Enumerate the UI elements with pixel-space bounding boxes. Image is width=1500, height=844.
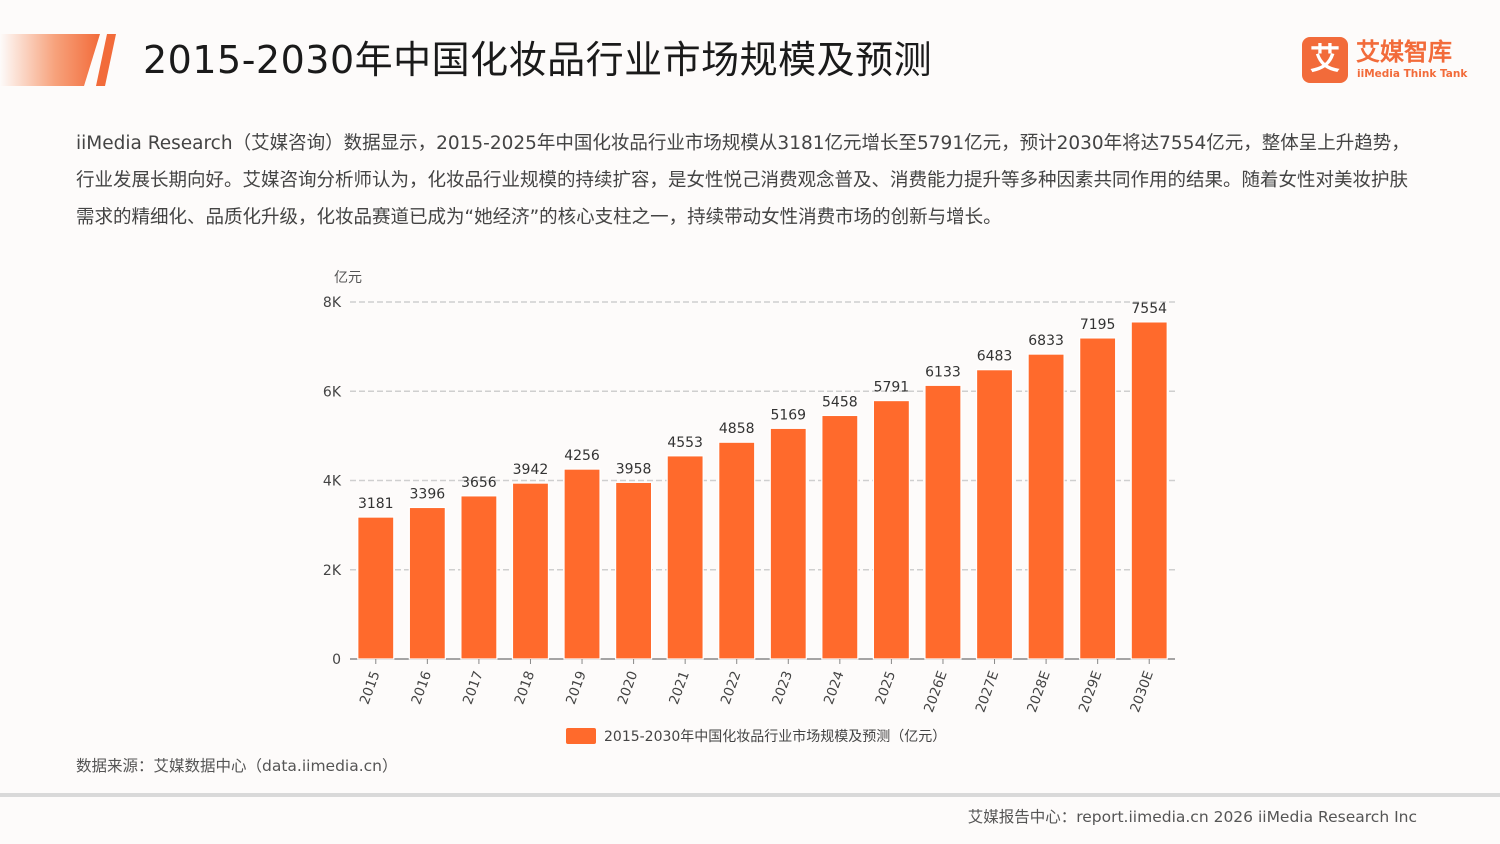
bar	[769, 427, 807, 660]
x-tick-label: 2024	[821, 669, 848, 707]
data-label: 5458	[822, 394, 858, 410]
x-tick-label: 2021	[666, 669, 693, 707]
data-label: 5169	[770, 407, 806, 423]
data-label: 6483	[977, 349, 1013, 365]
bar	[666, 455, 704, 660]
page-title: 2015-2030年中国化妆品行业市场规模及预测	[143, 38, 933, 82]
data-label: 4553	[667, 435, 703, 451]
x-tick-label: 2022	[718, 669, 745, 707]
brand-logo: 艾 艾媒智库 iiMedia Think Tank	[1302, 37, 1467, 83]
logo-name: 艾媒智库	[1356, 38, 1452, 66]
bar	[563, 468, 601, 660]
bar	[872, 399, 911, 660]
x-tick-label: 2027E	[973, 669, 1003, 715]
bar	[975, 369, 1014, 660]
data-label: 5791	[874, 380, 910, 396]
data-label: 3942	[513, 462, 549, 478]
logo-icon: 艾	[1302, 37, 1348, 83]
data-label: 3396	[410, 486, 446, 502]
x-tick-label: 2017	[460, 669, 487, 707]
data-source: 数据来源：艾媒数据中心（data.iimedia.cn）	[76, 757, 398, 775]
x-tick-label: 2030E	[1127, 669, 1157, 715]
x-tick-label: 2023	[769, 669, 796, 707]
y-tick-label: 4K	[323, 474, 342, 490]
data-label: 3958	[616, 461, 652, 477]
footer-credit: 艾媒报告中心：report.iimedia.cn 2026 iiMedia Re…	[967, 808, 1417, 826]
x-tick-label: 2020	[615, 669, 642, 707]
bar	[718, 441, 756, 660]
data-label: 7195	[1080, 317, 1116, 333]
y-axis-label: 亿元	[334, 270, 362, 286]
bar	[357, 516, 395, 660]
y-tick-label: 6K	[323, 384, 342, 400]
x-tick-label: 2018	[511, 669, 538, 707]
x-tick-label: 2028E	[1024, 669, 1054, 715]
y-tick-label: 0	[332, 652, 341, 668]
bar	[460, 495, 498, 660]
legend-label: 2015-2030年中国化妆品行业市场规模及预测（亿元）	[604, 728, 946, 745]
data-label: 6133	[925, 364, 961, 380]
summary-paragraph: iiMedia Research（艾媒咨询）数据显示，2015-2025年中国化…	[76, 133, 1410, 228]
data-label: 4256	[564, 448, 600, 464]
bar	[1130, 321, 1168, 660]
x-tick-label: 2015	[357, 669, 384, 707]
bar	[1079, 337, 1117, 660]
bar	[924, 384, 962, 660]
bar	[614, 481, 653, 660]
data-label: 6833	[1028, 333, 1064, 349]
logo-subtitle: iiMedia Think Tank	[1357, 68, 1468, 80]
bar	[1027, 353, 1065, 660]
bar	[408, 506, 446, 660]
bar	[821, 414, 859, 660]
x-tick-label: 2026E	[921, 669, 951, 715]
legend-swatch	[566, 728, 596, 744]
data-label: 7554	[1131, 301, 1167, 317]
y-tick-label: 8K	[323, 295, 342, 311]
footer-divider	[0, 793, 1500, 797]
data-label: 3181	[358, 496, 394, 512]
bar	[511, 482, 550, 660]
data-label: 4858	[719, 421, 755, 437]
data-label: 3656	[461, 475, 497, 491]
title-accent-bar	[0, 34, 100, 86]
y-tick-label: 2K	[323, 563, 342, 579]
x-tick-label: 2025	[872, 669, 899, 707]
x-tick-label: 2016	[408, 669, 435, 707]
x-tick-label: 2019	[563, 669, 590, 707]
x-tick-label: 2029E	[1076, 669, 1106, 715]
